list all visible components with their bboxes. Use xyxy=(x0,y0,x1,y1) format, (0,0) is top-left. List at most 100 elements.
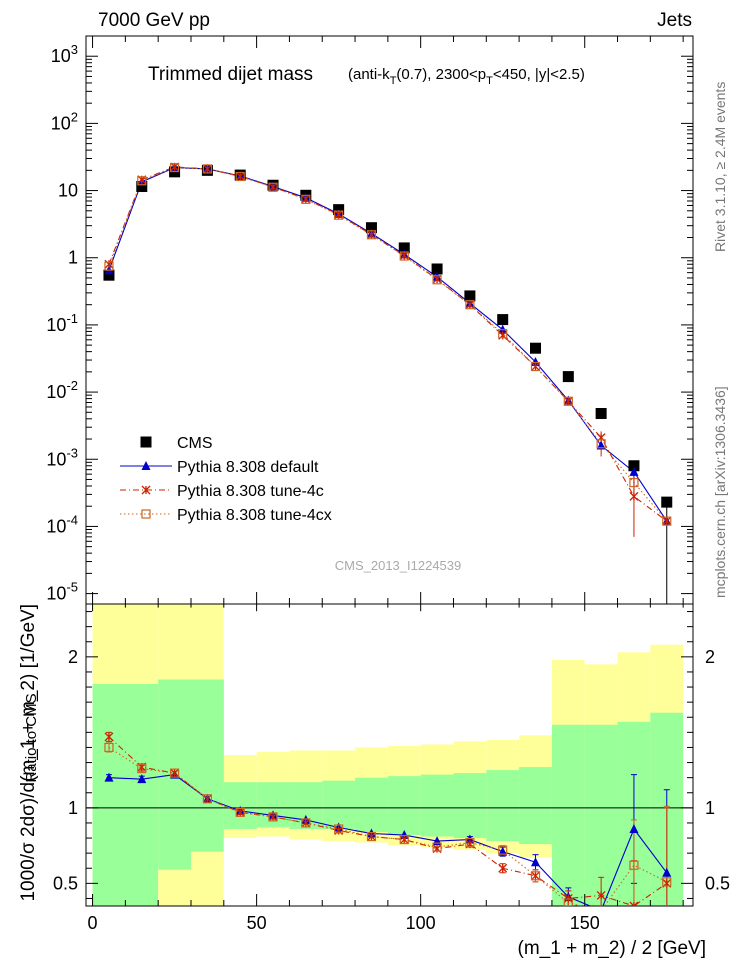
uncertainty-band-green xyxy=(92,684,159,906)
ratio-bands xyxy=(92,604,684,906)
series-line-tune-4cx xyxy=(108,167,668,522)
main-y-tick-label: 10-3 xyxy=(46,445,78,469)
marker-tune-4cx xyxy=(301,194,311,204)
main-y-tick-label: 102 xyxy=(51,109,78,133)
marker-tune-4cx xyxy=(137,176,147,186)
ratio-marker-tune-4cx xyxy=(235,807,245,817)
ratio-marker-tune-4cx xyxy=(498,845,508,855)
marker-tune-4cx xyxy=(465,300,475,310)
ratio-marker-default xyxy=(104,772,114,782)
legend-marker xyxy=(141,509,151,519)
uncertainty-band-green xyxy=(322,780,356,829)
marker-tune-4c xyxy=(268,182,278,192)
x-tick-label: 0 xyxy=(88,913,98,933)
ratio-marker-tune-4cx xyxy=(137,763,147,774)
marker-tune-4c xyxy=(170,162,180,172)
marker-tune-4cx xyxy=(104,261,114,271)
data-point-cms xyxy=(530,342,542,354)
main-y-tick-label: 1 xyxy=(68,248,78,268)
marker-tune-4c xyxy=(366,230,376,240)
ratio-marker-default xyxy=(662,867,672,877)
marker-tune-4cx xyxy=(530,361,541,372)
ratio-marker-tune-4c xyxy=(235,807,245,817)
uncertainty-band-yellow xyxy=(158,869,191,906)
marker-tune-4cx xyxy=(563,396,573,406)
ratio-marker-tune-4c xyxy=(596,890,606,900)
ratio-y-tick-label: 2 xyxy=(68,647,78,667)
marker-tune-4cx xyxy=(235,171,245,182)
ratio-marker-tune-4c xyxy=(399,835,409,845)
marker-tune-4c xyxy=(202,164,212,174)
header-process: Jets xyxy=(657,10,692,31)
legend-label: Pythia 8.308 tune-4cx xyxy=(177,507,332,524)
ratio-plot-frame xyxy=(85,603,694,907)
uncertainty-band-green xyxy=(420,774,454,837)
ratio-line-tune-4c xyxy=(108,736,668,906)
marker-tune-4cx xyxy=(169,162,180,173)
legend: CMS Pythia 8.308 default Pythia 8.308 tune… xyxy=(120,435,332,524)
ratio-series xyxy=(104,731,672,906)
data-point-cms xyxy=(595,407,607,419)
marker-tune-4c xyxy=(465,300,475,310)
data-point-cms xyxy=(464,290,476,302)
data-point-cms xyxy=(661,496,673,508)
marker-tune-4c xyxy=(432,274,442,284)
data-point-cms xyxy=(431,263,443,275)
ratio-line-default xyxy=(108,774,668,906)
legend-marker-cms xyxy=(140,436,152,448)
uncertainty-band-yellow xyxy=(190,851,224,906)
main-y-axis-title: 1000/σ 2dσ)/d(m_1 + m_2) [1/GeV] xyxy=(18,604,39,902)
marker-tune-4c xyxy=(235,171,245,181)
uncertainty-band-green xyxy=(355,777,388,833)
ratio-marker-tune-4c xyxy=(498,863,508,873)
main-title: Trimmed dijet mass xyxy=(148,64,313,85)
marker-tune-4cx xyxy=(432,275,442,285)
main-title-cuts: (anti-kT(0.7), 2300<pT<450, |y|<2.5) xyxy=(348,66,585,87)
marker-tune-4c xyxy=(662,516,672,526)
marker-default xyxy=(629,466,639,476)
uncertainty-band-green xyxy=(519,767,552,845)
data-point-cms xyxy=(497,314,509,326)
marker-tune-4cx xyxy=(268,182,278,192)
ratio-marker-tune-4c xyxy=(268,812,278,822)
band-gap xyxy=(453,850,487,906)
main-y-tick-label: 10-2 xyxy=(46,378,78,402)
marker-tune-4cx xyxy=(498,329,508,339)
x-tick-label: 100 xyxy=(406,913,436,933)
ratio-y-tick-label-right: 0.5 xyxy=(705,873,730,893)
ratio-marker-tune-4c xyxy=(301,818,311,828)
rivet-label: Rivet 3.1.10, ≥ 2.4M events xyxy=(712,82,728,252)
uncertainty-band-green xyxy=(551,724,585,906)
band-gap xyxy=(256,836,290,906)
ratio-marker-tune-4cx xyxy=(465,837,475,848)
main-series xyxy=(103,162,673,604)
marker-tune-4c xyxy=(399,251,409,260)
uncertainty-band-green xyxy=(486,770,520,842)
uncertainty-band-green xyxy=(223,782,257,829)
data-point-cms xyxy=(628,460,640,472)
x-tick-label: 150 xyxy=(570,913,600,933)
ratio-marker-tune-4cx xyxy=(366,831,377,842)
ratio-marker-tune-4cx xyxy=(629,860,639,870)
uncertainty-band-green xyxy=(584,724,618,906)
ratio-marker-tune-4cx xyxy=(563,898,573,906)
legend-marker xyxy=(141,485,151,495)
ratio-marker-tune-4cx xyxy=(399,834,409,845)
data-point-cms xyxy=(103,269,115,281)
marker-tune-4c xyxy=(334,210,344,219)
main-y-tick-label: 103 xyxy=(51,42,78,66)
ratio-marker-tune-4c xyxy=(366,832,376,841)
ratio-marker-default xyxy=(498,846,508,856)
legend-marker xyxy=(141,461,151,470)
uncertainty-band-green xyxy=(453,773,487,839)
ratio-y-tick-label: 0.5 xyxy=(53,873,78,893)
ratio-marker-tune-4cx xyxy=(662,877,672,887)
ratio-y-tick-label-right: 2 xyxy=(705,647,715,667)
ratio-marker-tune-4cx xyxy=(104,742,114,753)
ratio-marker-tune-4c xyxy=(170,768,180,778)
x-tick-label: 50 xyxy=(247,913,267,933)
main-y-tick-label: 10-5 xyxy=(46,580,78,604)
main-y-tick-label: 10-1 xyxy=(46,311,78,335)
marker-tune-4c xyxy=(563,396,573,406)
